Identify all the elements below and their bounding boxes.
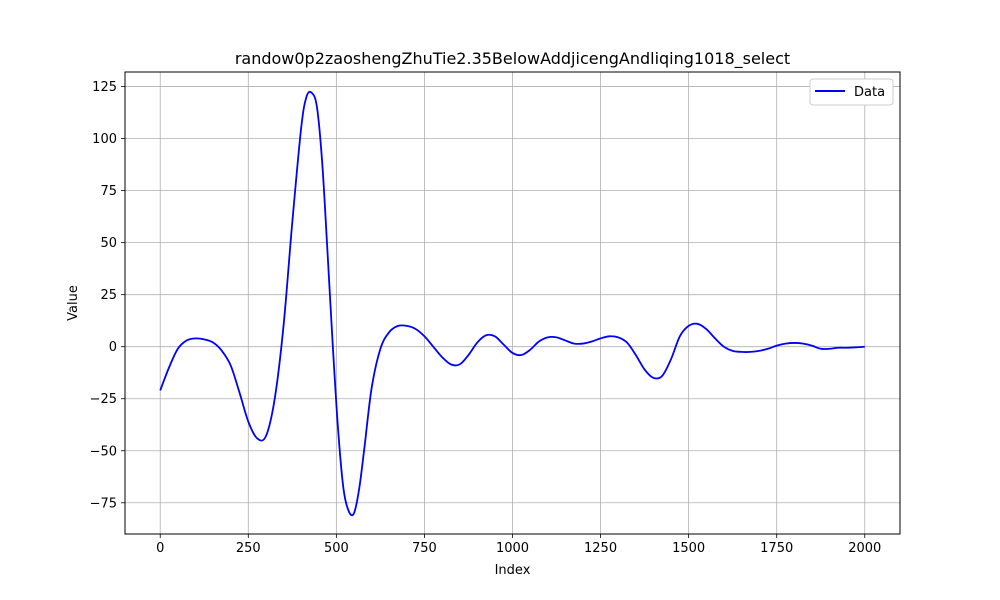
y-tick-label: −75 bbox=[90, 496, 117, 511]
x-tick-label: 1500 bbox=[672, 541, 705, 556]
x-tick-label: 1750 bbox=[760, 541, 793, 556]
y-tick-label: −25 bbox=[90, 392, 117, 407]
series-layer bbox=[159, 90, 865, 517]
y-axis-label: Value bbox=[66, 285, 81, 321]
grid bbox=[125, 72, 900, 534]
y-tick-label: 50 bbox=[100, 236, 117, 251]
x-axis-label: Index bbox=[495, 563, 531, 578]
y-tick-label: 75 bbox=[100, 184, 117, 199]
x-tick-label: 2000 bbox=[848, 541, 881, 556]
series-line-data bbox=[159, 90, 865, 517]
x-tick-label: 750 bbox=[412, 541, 437, 556]
x-tick-label: 1000 bbox=[496, 541, 529, 556]
x-tick-label: 1250 bbox=[584, 541, 617, 556]
legend: Data bbox=[809, 78, 894, 106]
y-tick-label: 25 bbox=[100, 288, 117, 303]
y-tick-label: −50 bbox=[90, 444, 117, 459]
y-tick-label: 100 bbox=[92, 132, 117, 147]
legend-label-data: Data bbox=[854, 85, 885, 100]
legend-box bbox=[809, 78, 894, 106]
x-tick-label: 0 bbox=[156, 541, 164, 556]
x-tick-label: 500 bbox=[324, 541, 349, 556]
chart-title: randow0p2zaoshengZhuTie2.35BelowAddjicen… bbox=[235, 49, 790, 69]
x-tick-label: 250 bbox=[236, 541, 261, 556]
ticks: 0 250 500 750 1000 1250 1500 1750 2000 −75 −50 −25 0… bbox=[90, 80, 882, 556]
y-tick-label: 0 bbox=[109, 340, 117, 355]
y-tick-label: 125 bbox=[92, 80, 117, 95]
